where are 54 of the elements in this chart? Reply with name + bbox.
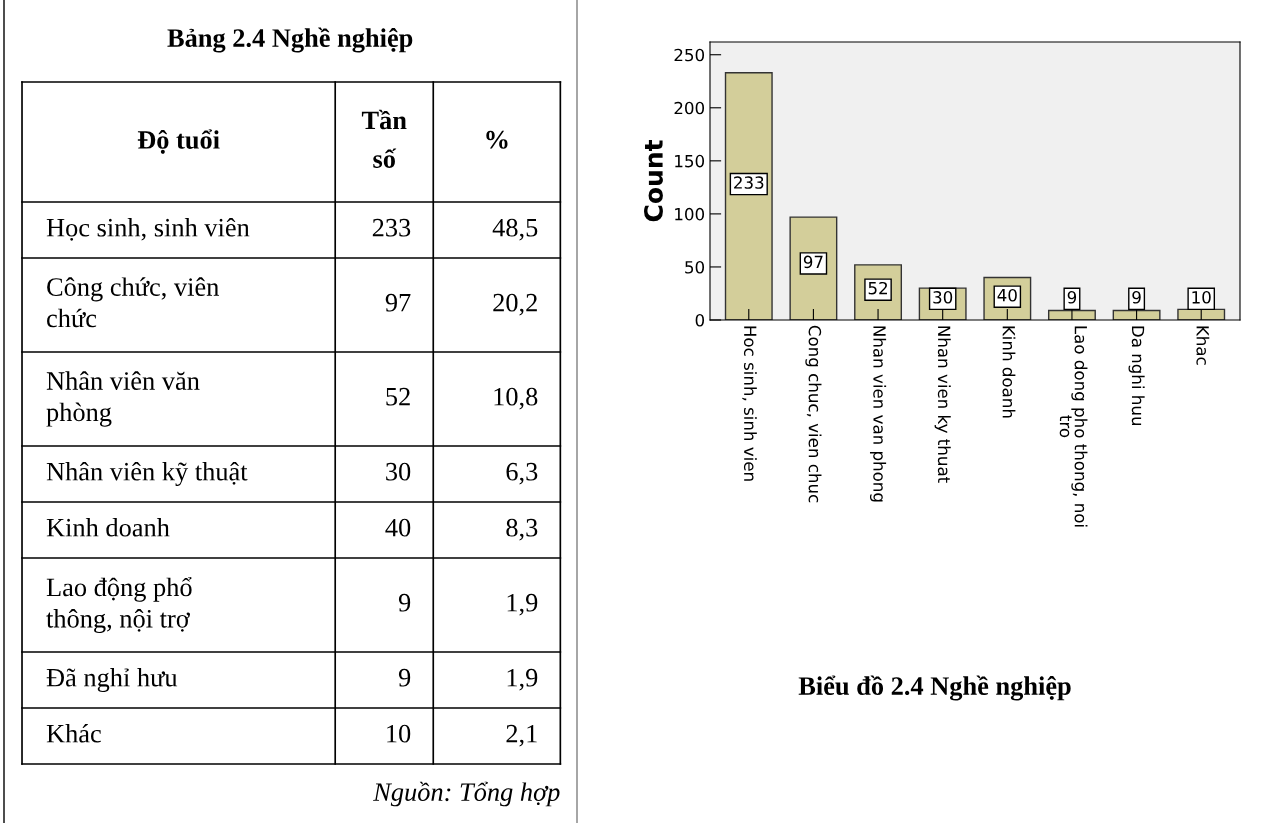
data-label: 233 [372, 218, 411, 237]
text: Bảng 2.4 Nghề nghiệp [167, 27, 413, 53]
data-label: 10 [1192, 291, 1211, 304]
data-label: 40 [997, 288, 1017, 302]
data-label: 6,3 [506, 462, 538, 485]
data-label: 30 [933, 291, 953, 304]
category-label: Khác [46, 724, 101, 743]
data-label: 40 [385, 518, 411, 537]
y-tick-label: 150 [675, 154, 705, 168]
data-label: 97 [385, 293, 411, 312]
category-label: Công chức, viên chức [47, 277, 219, 328]
y-tick-label: 0 [695, 313, 705, 327]
text: Độ tuổi [137, 129, 220, 154]
data-label: 20,2 [493, 293, 537, 316]
x-tick-label: Cong chuc, vien chuc [805, 325, 822, 503]
bar [724, 72, 773, 320]
text: Tần số [361, 109, 407, 168]
x-tick-label: Lao dong pho thong, noi tro [1059, 326, 1088, 527]
data-label: 9 [398, 593, 411, 612]
data-label: 10,8 [494, 387, 538, 410]
category-label: Lao động phổ thông, nội trợ [46, 576, 192, 634]
text: Nguồn: Tổng hợp [373, 781, 560, 807]
data-label: 10 [387, 724, 411, 743]
data-label: 97 [803, 255, 823, 269]
data-label: 2,1 [506, 724, 537, 747]
x-tick-label: Nhan vien ky thuat [934, 326, 951, 483]
text: % [486, 130, 508, 149]
category-label: Học sinh, sinh viên [46, 217, 250, 241]
data-label: 233 [734, 176, 764, 189]
text: Biểu đồ 2.4 Nghề nghiệp [798, 675, 1071, 701]
x-tick-label: Nhan vien van phong [869, 326, 887, 502]
x-tick-label: Da nghi huu [1128, 326, 1145, 426]
data-label: 30 [386, 462, 411, 481]
y-tick-label: 200 [674, 101, 705, 115]
category-label: Nhân viên kỹ thuật [46, 461, 248, 487]
data-label: 9 [398, 668, 411, 687]
data-label: 48,5 [492, 218, 538, 241]
y-tick-label: 250 [674, 48, 705, 62]
data-label: 1,9 [507, 593, 538, 616]
y-tick-label: 50 [685, 260, 705, 274]
y-axis-title: Count [644, 140, 663, 222]
x-tick-label: Kinh doanh [1002, 326, 1016, 418]
data-label: 9 [1067, 291, 1077, 304]
data-label: 52 [386, 387, 410, 406]
y-tick-label: 100 [675, 207, 705, 221]
x-tick-label: Hoc sinh, sinh vien [742, 326, 757, 481]
category-label: Kinh doanh [46, 518, 170, 537]
data-label: 8,3 [506, 518, 538, 541]
x-tick-label: Khac [1196, 326, 1210, 365]
data-label: 9 [1132, 291, 1141, 304]
category-label: Nhân viên văn phòng [46, 371, 200, 427]
data-label: 1,9 [507, 668, 538, 691]
category-label: Đã nghỉ hưu [46, 668, 178, 692]
data-label: 52 [868, 281, 887, 295]
